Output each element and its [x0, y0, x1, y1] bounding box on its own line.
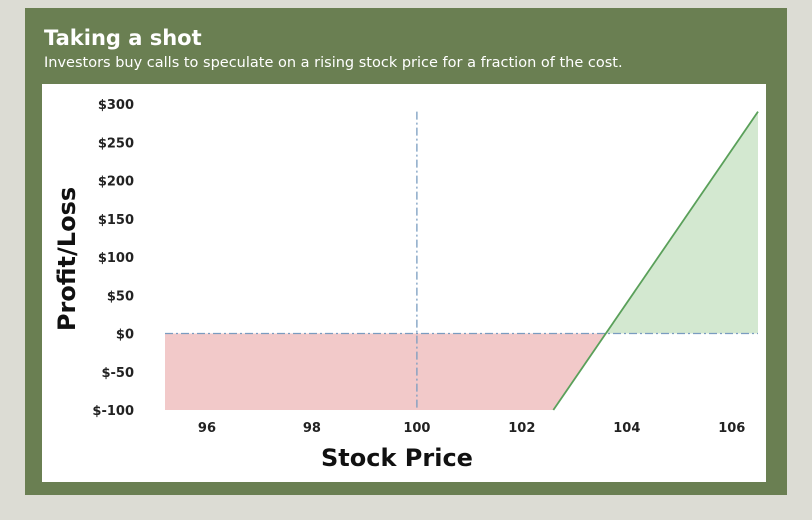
chart-title: Taking a shot: [44, 26, 202, 50]
y-tick-label: $200: [98, 175, 134, 190]
payoff-chart: $-100 $-50 $0 $50 $100 $150 $200 $250 $300 96 98 1…: [53, 98, 759, 472]
x-tick-label: 102: [508, 421, 535, 436]
y-tick-label: $-100: [92, 404, 134, 419]
chart-subtitle: Investors buy calls to speculate on a ri…: [44, 55, 623, 71]
loss-area: [165, 333, 606, 410]
y-tick-label: $100: [98, 251, 134, 266]
y-tick-label: $150: [98, 213, 134, 228]
x-tick-label: 104: [613, 421, 640, 436]
chart-panel: $-100 $-50 $0 $50 $100 $150 $200 $250 $300 96 98 1…: [42, 84, 766, 482]
x-tick-label: 98: [303, 421, 321, 436]
x-tick-label: 96: [198, 421, 216, 436]
y-tick-label: $0: [116, 328, 134, 343]
x-tick-label: 106: [718, 421, 745, 436]
chart-card: Taking a shot Investors buy calls to spe…: [25, 8, 787, 495]
y-tick-label: $300: [98, 98, 134, 113]
x-axis-label: Stock Price: [321, 444, 473, 472]
y-axis-label: Profit/Loss: [53, 187, 81, 331]
y-tick-label: $250: [98, 136, 134, 151]
y-tick-label: $50: [107, 289, 134, 304]
y-tick-label: $-50: [101, 366, 134, 381]
payoff-line: [552, 111, 759, 411]
x-tick-label: 100: [403, 421, 430, 436]
